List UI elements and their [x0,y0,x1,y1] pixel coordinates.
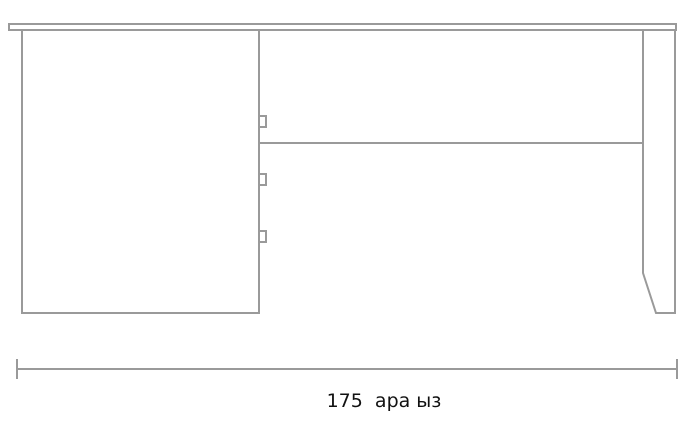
drawer-pedestal [21,29,260,314]
side-leg [642,30,676,314]
dimension-label: 175 ара ыз [38,390,692,412]
drawer-handle [259,173,267,186]
dimension-value: 175 [326,390,363,412]
desk-top [8,23,677,31]
dimension-unit: ара ыз [374,390,442,412]
drawer-handle [259,115,267,128]
drawer-handle [259,230,267,243]
